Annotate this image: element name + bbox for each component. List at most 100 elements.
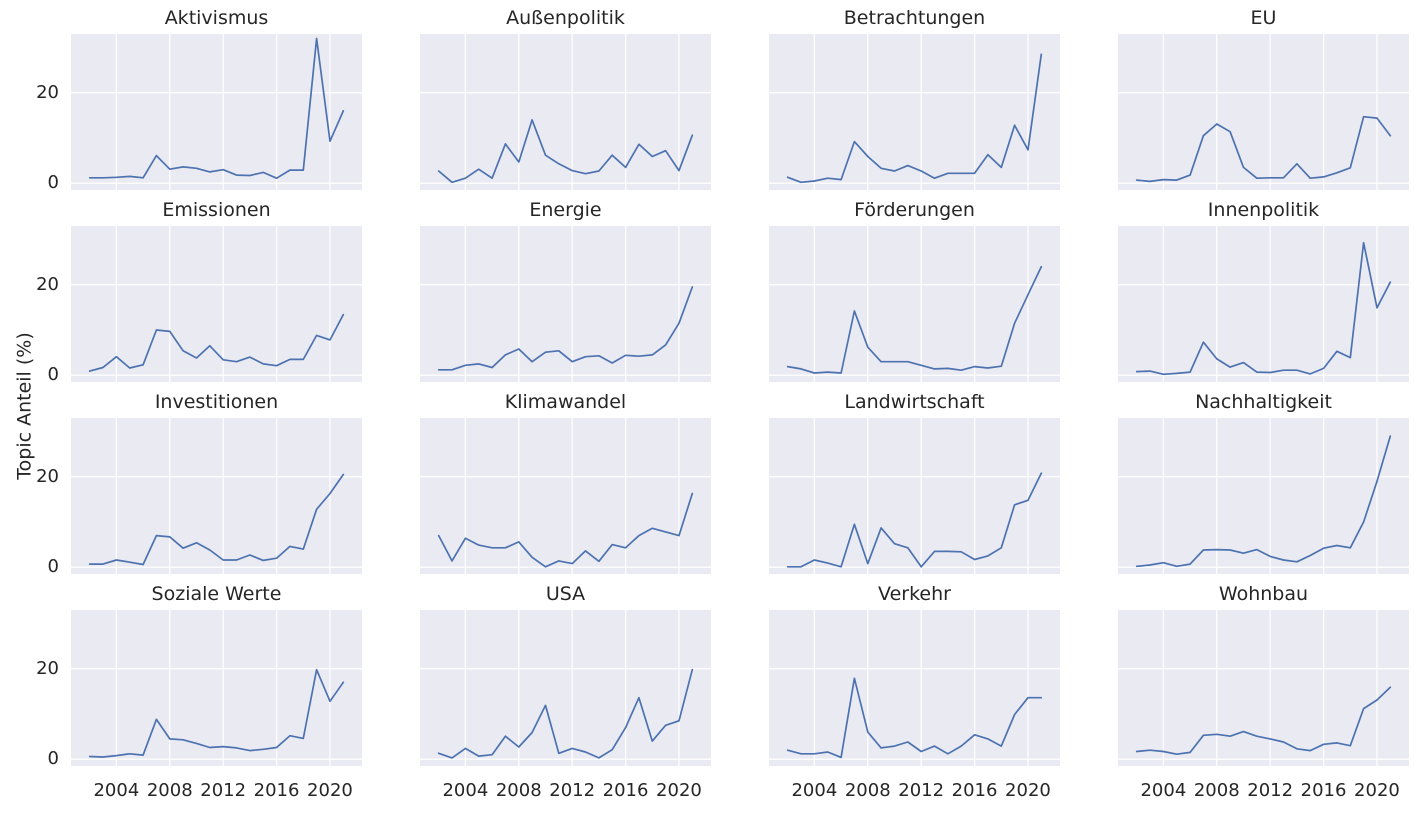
data-point (1176, 565, 1178, 567)
data-point (1136, 565, 1138, 567)
data-point (1014, 124, 1016, 126)
x-tick-label: 2016 (952, 780, 998, 801)
data-point (894, 361, 895, 363)
data-point (1243, 166, 1244, 168)
data-point (894, 170, 895, 172)
data-point (276, 557, 278, 559)
data-point (102, 177, 104, 179)
data-point (571, 170, 573, 172)
data-point (276, 177, 278, 179)
data-point (1014, 714, 1016, 715)
series-line-emissionen (88, 313, 345, 372)
panel-foerderungen: Förderungen (769, 199, 1060, 382)
data-point (598, 170, 600, 172)
data-point (1363, 116, 1365, 118)
data-point (558, 560, 560, 562)
data-point (209, 747, 211, 748)
data-point (182, 739, 184, 741)
data-point (907, 165, 909, 167)
data-point (1040, 472, 1042, 474)
data-point (1189, 563, 1191, 565)
data-point (329, 493, 331, 494)
data-point (249, 175, 251, 176)
data-point (1256, 177, 1258, 179)
data-point (1309, 750, 1311, 752)
data-point (867, 563, 869, 565)
data-point (827, 562, 829, 564)
data-point (558, 752, 560, 754)
data-point (800, 181, 802, 183)
data-point (182, 350, 184, 352)
data-point (1389, 686, 1391, 688)
data-point (342, 681, 344, 683)
series-line-soziale-werte (88, 668, 345, 758)
data-point (89, 370, 91, 372)
panel-background (769, 610, 1060, 766)
data-point (1389, 435, 1391, 437)
data-point (155, 535, 157, 537)
panel-background (769, 418, 1060, 574)
panel-background (71, 226, 362, 382)
data-point (1243, 731, 1244, 733)
data-point (920, 566, 922, 568)
data-point (571, 747, 573, 749)
data-point (1256, 549, 1258, 551)
data-point (1389, 281, 1391, 283)
data-point (571, 361, 573, 363)
data-point (169, 168, 171, 170)
x-tick-label: 2008 (496, 780, 542, 801)
data-point (276, 747, 278, 748)
data-point (598, 560, 600, 562)
panel-title: Förderungen (854, 199, 975, 221)
data-point (960, 551, 962, 553)
data-point (1323, 743, 1325, 745)
data-point (478, 168, 480, 170)
data-point (464, 177, 466, 179)
series-line-klimawandel (437, 492, 694, 568)
data-point (182, 166, 184, 168)
data-point (625, 166, 627, 168)
data-point (115, 176, 117, 178)
data-point (1363, 242, 1365, 244)
data-point (853, 523, 855, 525)
x-tick-label: 2012 (200, 780, 246, 801)
data-point (1243, 362, 1244, 364)
data-point (1202, 734, 1204, 736)
series-line-verkehr (786, 677, 1043, 759)
data-point (638, 535, 640, 537)
data-point (1323, 547, 1325, 549)
data-point (974, 559, 976, 560)
data-point (531, 119, 533, 121)
panel-usa: USA 2004 2008 2012 2016 2020 (420, 583, 711, 801)
data-point (813, 180, 815, 182)
data-point (142, 364, 144, 366)
data-point (1269, 372, 1271, 373)
data-point (1323, 367, 1325, 369)
data-point (1149, 564, 1151, 566)
data-point (787, 176, 789, 178)
data-point (651, 740, 653, 742)
panel-title: Aktivismus (165, 7, 269, 29)
panel-title: Landwirtschaft (844, 391, 984, 413)
x-tick-label: 2016 (603, 780, 649, 801)
x-tick-label: 2016 (254, 780, 300, 801)
data-point (1000, 547, 1002, 549)
data-point (1349, 357, 1351, 359)
panel-betrachtungen: Betrachtungen (769, 7, 1060, 190)
data-point (611, 154, 613, 156)
data-point (920, 364, 922, 366)
data-point (691, 134, 693, 136)
data-point (196, 742, 197, 744)
panel-background (1118, 610, 1409, 766)
data-point (262, 559, 264, 561)
data-point (638, 143, 640, 145)
data-point (1014, 504, 1016, 506)
data-point (1000, 365, 1002, 367)
data-point (1162, 562, 1164, 564)
data-point (316, 508, 318, 510)
data-point (169, 330, 171, 332)
data-point (840, 756, 842, 758)
data-point (1269, 555, 1271, 557)
panel-title: Außenpolitik (506, 7, 625, 29)
data-point (1040, 697, 1042, 699)
